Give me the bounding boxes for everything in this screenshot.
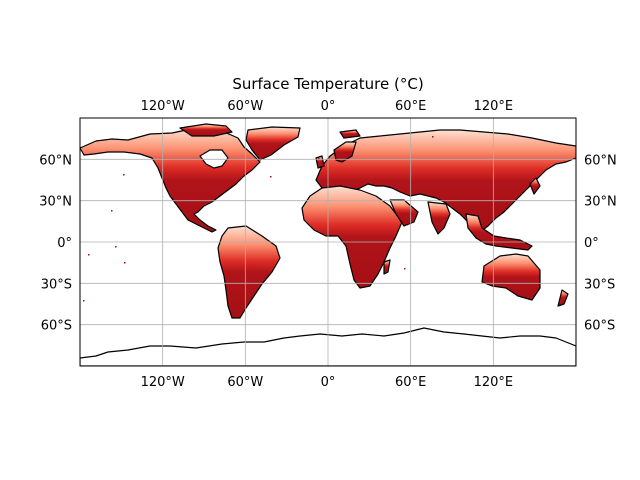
lon-tick-label-bottom: 120°W [141, 375, 185, 390]
map-border [79, 117, 577, 367]
land-masses [80, 123, 576, 319]
land-madagascar [383, 259, 391, 275]
lat-tick-label-left: 30°S [41, 277, 72, 292]
lat-tick-label-left: 60°N [39, 153, 72, 168]
lon-tick-label-bottom: 60°W [227, 375, 263, 390]
land-eurasia [315, 129, 576, 233]
lat-tick-label-right: 30°N [584, 195, 617, 210]
lat-tick-label-right: 60°N [584, 153, 617, 168]
land-southeast-asia [465, 213, 533, 251]
lon-tick-label-bottom: 120°E [474, 375, 514, 390]
lon-tick-label-top: 60°W [227, 99, 263, 114]
land-canadian-arctic [179, 123, 233, 137]
lat-tick-label-right: 30°S [584, 277, 615, 292]
lat-tick-label-left: 30°N [39, 195, 72, 210]
land-greenland [245, 126, 301, 161]
map-title: Surface Temperature (°C) [232, 75, 423, 93]
lon-tick-label-top: 120°W [141, 99, 185, 114]
land-arctic-islands [339, 129, 361, 139]
lon-tick-label-bottom: 60°E [395, 375, 426, 390]
land-scandinavia [333, 141, 357, 163]
lat-tick-label-right: 60°S [584, 319, 615, 334]
scattered-grid-points [83, 136, 434, 302]
lon-tick-label-top: 120°E [474, 99, 514, 114]
land-south-america [217, 225, 281, 319]
land-india [427, 201, 451, 235]
land-british-isles [315, 155, 325, 169]
lat-tick-label-left: 0° [57, 236, 72, 251]
lon-tick-label-top: 0° [321, 99, 336, 114]
land-australia [481, 253, 541, 301]
land-japan [529, 177, 541, 195]
tick-labels: 120°W 120°W 60°W 60°W 0° 0° 60°E 60°E 120°E 120°E… [39, 99, 617, 390]
lon-tick-label-bottom: 0° [321, 375, 336, 390]
lat-tick-label-right: 0° [584, 236, 599, 251]
land-africa [301, 185, 403, 289]
gridlines [80, 118, 576, 366]
land-new-zealand [557, 289, 569, 307]
map-content [80, 118, 576, 366]
lat-tick-label-left: 60°S [41, 319, 72, 334]
lon-tick-label-top: 60°E [395, 99, 426, 114]
